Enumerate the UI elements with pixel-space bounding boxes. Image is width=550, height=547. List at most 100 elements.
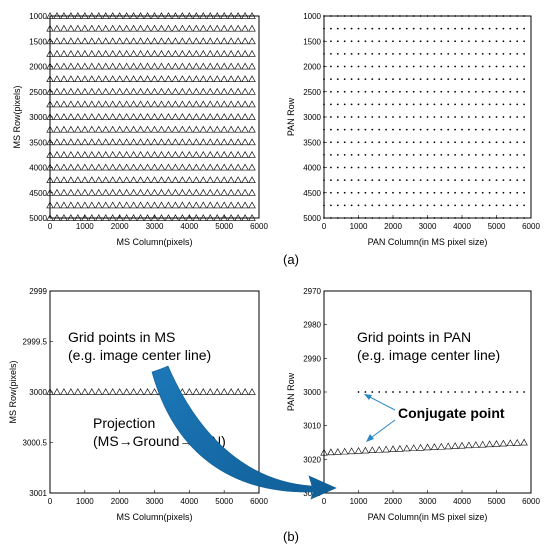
- data-point-triangle: [234, 87, 242, 95]
- data-point-triangle: [199, 176, 207, 183]
- data-point-dot: [433, 391, 436, 393]
- data-point-dot: [412, 141, 415, 144]
- data-point-dot: [336, 166, 339, 169]
- data-point-triangle: [185, 163, 194, 171]
- data-point-dot: [461, 391, 463, 393]
- data-point-dot: [330, 65, 332, 68]
- data-point-triangle: [115, 75, 124, 82]
- data-point-dot: [412, 27, 415, 30]
- data-point-dot: [468, 116, 470, 118]
- data-point-triangle: [81, 100, 89, 108]
- data-point-dot: [364, 78, 367, 81]
- data-point-triangle: [60, 188, 68, 196]
- data-point-triangle: [143, 388, 152, 395]
- data-point-triangle: [143, 37, 152, 45]
- data-point-dot: [336, 52, 339, 55]
- data-point-triangle: [248, 138, 256, 146]
- data-point-dot: [399, 179, 401, 182]
- data-point-triangle: [122, 87, 131, 95]
- data-point-dot: [447, 78, 450, 81]
- data-point-triangle: [227, 62, 235, 70]
- y-tick-label: 4500: [29, 189, 47, 198]
- data-point-triangle: [157, 50, 166, 57]
- data-point-dot: [350, 191, 353, 194]
- data-point-triangle: [241, 388, 249, 395]
- data-point-triangle: [81, 176, 89, 183]
- data-point-dot: [488, 78, 491, 81]
- data-point-triangle: [108, 201, 117, 209]
- x-tick-label: 4000: [180, 497, 198, 506]
- data-point-dot: [468, 141, 470, 144]
- data-point-triangle: [185, 125, 194, 133]
- data-point-triangle: [60, 151, 68, 158]
- data-point-triangle: [423, 443, 432, 451]
- data-point-dot: [364, 191, 367, 194]
- data-point-triangle: [143, 151, 152, 158]
- data-point-dot: [392, 191, 394, 194]
- data-point-dot: [516, 166, 519, 169]
- data-point-triangle: [95, 87, 103, 95]
- data-point-triangle: [74, 151, 82, 158]
- data-point-triangle: [122, 24, 131, 32]
- data-point-triangle: [67, 163, 75, 171]
- data-point-triangle: [157, 151, 166, 158]
- data-point-triangle: [53, 138, 61, 146]
- data-point-triangle: [108, 138, 117, 146]
- data-point-dot: [364, 65, 367, 68]
- data-point-triangle: [129, 138, 138, 146]
- data-point-dot: [426, 78, 429, 81]
- y-tick-label: 2500: [303, 88, 321, 97]
- data-point-triangle: [227, 176, 235, 183]
- data-point-dot: [440, 204, 443, 207]
- data-point-dot: [385, 116, 387, 118]
- data-point-triangle: [178, 163, 187, 171]
- data-point-triangle: [213, 75, 221, 82]
- data-point-triangle: [136, 24, 145, 32]
- x-tick-label: 3000: [146, 222, 164, 231]
- data-point-dot: [350, 153, 353, 156]
- data-point-triangle: [150, 188, 159, 196]
- data-point-dot: [447, 128, 450, 131]
- data-point-triangle: [171, 37, 180, 45]
- data-point-triangle: [122, 62, 131, 70]
- data-point-dot: [343, 40, 346, 43]
- data-point-triangle: [199, 87, 207, 95]
- data-point-triangle: [115, 201, 124, 209]
- data-point-triangle: [136, 138, 145, 146]
- data-point-dot: [364, 391, 367, 393]
- data-point-triangle: [227, 24, 235, 32]
- data-point-dot: [447, 191, 450, 194]
- data-point-triangle: [234, 188, 242, 196]
- data-point-dot: [405, 103, 408, 106]
- data-point-triangle: [241, 113, 249, 120]
- data-point-dot: [385, 40, 387, 43]
- data-point-triangle: [136, 113, 145, 120]
- data-point-dot: [523, 90, 525, 93]
- data-point-triangle: [192, 100, 201, 108]
- data-point-dot: [488, 116, 491, 118]
- x-tick-label: 1000: [350, 222, 368, 231]
- data-point-dot: [440, 153, 443, 156]
- data-point-triangle: [192, 138, 201, 146]
- data-point-triangle: [122, 163, 131, 171]
- data-point-dot: [481, 52, 484, 55]
- data-point-triangle: [185, 138, 194, 146]
- data-point-dot: [516, 153, 519, 156]
- data-point-dot: [447, 166, 450, 169]
- data-point-dot: [419, 40, 422, 43]
- data-point-triangle: [444, 442, 452, 450]
- data-point-dot: [343, 90, 346, 93]
- data-point-triangle: [248, 388, 256, 395]
- data-point-dot: [336, 191, 339, 194]
- data-point-triangle: [122, 201, 131, 209]
- data-point-dot: [378, 191, 381, 194]
- data-point-triangle: [81, 151, 89, 158]
- data-point-dot: [426, 52, 429, 55]
- data-point-triangle: [81, 62, 89, 70]
- data-point-dot: [495, 166, 498, 169]
- data-point-dot: [426, 90, 429, 93]
- data-point-triangle: [178, 138, 187, 146]
- data-point-dot: [447, 153, 450, 156]
- data-point-triangle: [171, 176, 180, 183]
- data-point-triangle: [150, 388, 159, 395]
